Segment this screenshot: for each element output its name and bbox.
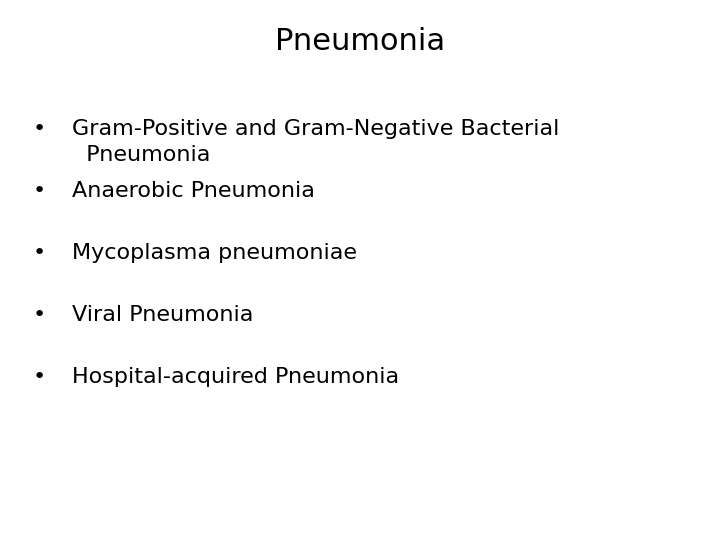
Text: Mycoplasma pneumoniae: Mycoplasma pneumoniae	[72, 243, 357, 263]
Text: •: •	[33, 181, 46, 201]
Text: •: •	[33, 119, 46, 139]
Text: •: •	[33, 367, 46, 387]
Text: •: •	[33, 305, 46, 325]
Text: Pneumonia: Pneumonia	[275, 27, 445, 56]
Text: Hospital-acquired Pneumonia: Hospital-acquired Pneumonia	[72, 367, 399, 387]
Text: Viral Pneumonia: Viral Pneumonia	[72, 305, 253, 325]
Text: Anaerobic Pneumonia: Anaerobic Pneumonia	[72, 181, 315, 201]
Text: •: •	[33, 243, 46, 263]
Text: Gram-Positive and Gram-Negative Bacterial
  Pneumonia: Gram-Positive and Gram-Negative Bacteria…	[72, 119, 559, 165]
